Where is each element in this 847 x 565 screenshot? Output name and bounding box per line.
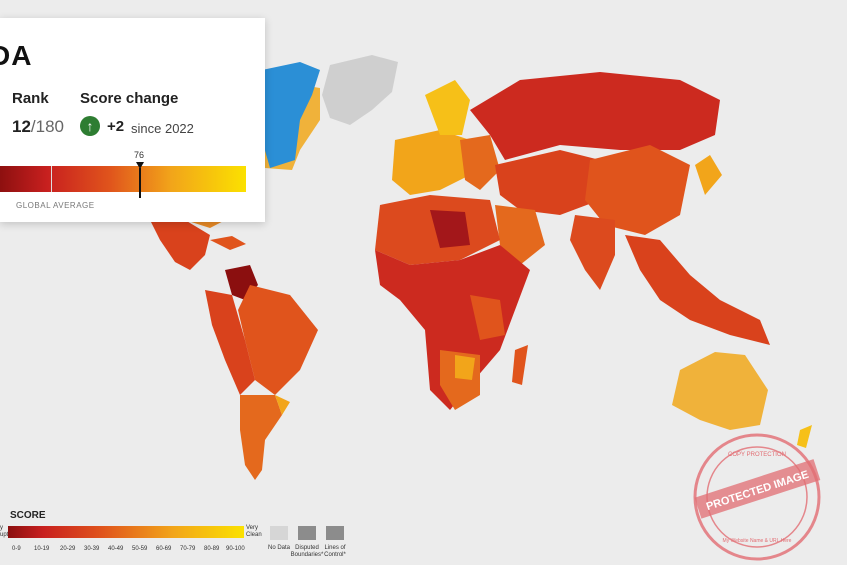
- arrow-up-icon: ↑: [80, 116, 100, 136]
- protected-image-stamp: PROTECTED IMAGE COPY PROTECTION My Websi…: [693, 433, 821, 561]
- legend-tick: 90-100: [226, 546, 245, 552]
- global-average-label: GLOBAL AVERAGE: [16, 201, 95, 210]
- china[interactable]: [585, 145, 690, 235]
- legend-tick: 30-39: [84, 546, 100, 552]
- country-card: DA Rank Score change 12/180 ↑ +2 since 2…: [0, 18, 265, 222]
- legend-tick: 70-79: [180, 546, 196, 552]
- mexico[interactable]: [150, 220, 210, 270]
- rank-value: 12/180: [12, 117, 65, 136]
- southeast-asia[interactable]: [625, 235, 770, 345]
- arabia[interactable]: [495, 205, 545, 265]
- legend-no-data-swatch: [270, 526, 288, 540]
- south-cone[interactable]: [240, 395, 282, 480]
- east-africa[interactable]: [470, 295, 505, 340]
- madagascar[interactable]: [512, 345, 528, 385]
- legend-right-caption: Very Clean: [246, 525, 262, 538]
- legend-title: SCORE: [10, 510, 46, 521]
- stamp-bottom-text: My Website Name & URL Here: [723, 538, 792, 544]
- rank-label: Rank: [12, 90, 49, 107]
- since-text: since 2022: [131, 121, 194, 136]
- russia[interactable]: [470, 72, 720, 160]
- libya[interactable]: [430, 210, 470, 248]
- australia[interactable]: [672, 352, 768, 430]
- legend-disputed-swatch: [298, 526, 316, 540]
- scandinavia[interactable]: [425, 80, 470, 135]
- india[interactable]: [570, 215, 615, 290]
- legend-tick: 0-9: [12, 546, 21, 552]
- new-zealand[interactable]: [797, 425, 812, 448]
- legend-disputed-label: Disputed Boundaries*: [290, 545, 324, 558]
- legend-lines-label: Lines of Control*: [324, 545, 346, 558]
- central-africa[interactable]: [375, 245, 530, 410]
- eastern-europe[interactable]: [460, 135, 500, 190]
- legend-tick: 50-59: [132, 546, 148, 552]
- score-marker-label: 76: [134, 150, 145, 160]
- legend-tick: 80-89: [204, 546, 220, 552]
- arctic-islands[interactable]: [258, 62, 320, 168]
- legend-lines-swatch: [326, 526, 344, 540]
- greenland[interactable]: [322, 55, 398, 125]
- score-marker-icon: [136, 162, 144, 169]
- score-marker-line: [139, 168, 141, 198]
- legend-tick: 10-19: [34, 546, 50, 552]
- caribbean[interactable]: [210, 236, 246, 250]
- japan[interactable]: [695, 155, 722, 195]
- western-europe[interactable]: [392, 130, 470, 195]
- stamp-top-text: COPY PROTECTION: [728, 452, 786, 458]
- score-change-value: +2: [107, 118, 125, 135]
- central-asia[interactable]: [495, 150, 600, 215]
- botswana[interactable]: [455, 355, 475, 380]
- west-south-america[interactable]: [205, 290, 255, 395]
- legend-tick: 20-29: [60, 546, 76, 552]
- uruguay[interactable]: [275, 395, 290, 415]
- legend-left-caption: y upt: [0, 525, 9, 538]
- global-average-line: [51, 166, 52, 192]
- score-scale-bar: [0, 166, 246, 192]
- legend-tick: 60-69: [156, 546, 172, 552]
- brazil[interactable]: [238, 285, 318, 395]
- legend-color-scale: [8, 526, 244, 538]
- country-name: DA: [0, 40, 33, 71]
- legend-tick: 40-49: [108, 546, 124, 552]
- legend-no-data-label: No Data: [267, 545, 290, 551]
- score-change-label: Score change: [80, 90, 179, 107]
